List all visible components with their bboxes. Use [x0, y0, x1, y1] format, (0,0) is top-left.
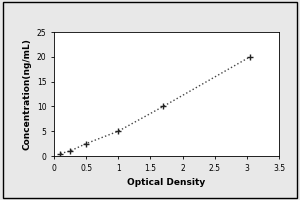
Y-axis label: Concentration(ng/mL): Concentration(ng/mL) — [22, 38, 31, 150]
X-axis label: Optical Density: Optical Density — [128, 178, 206, 187]
